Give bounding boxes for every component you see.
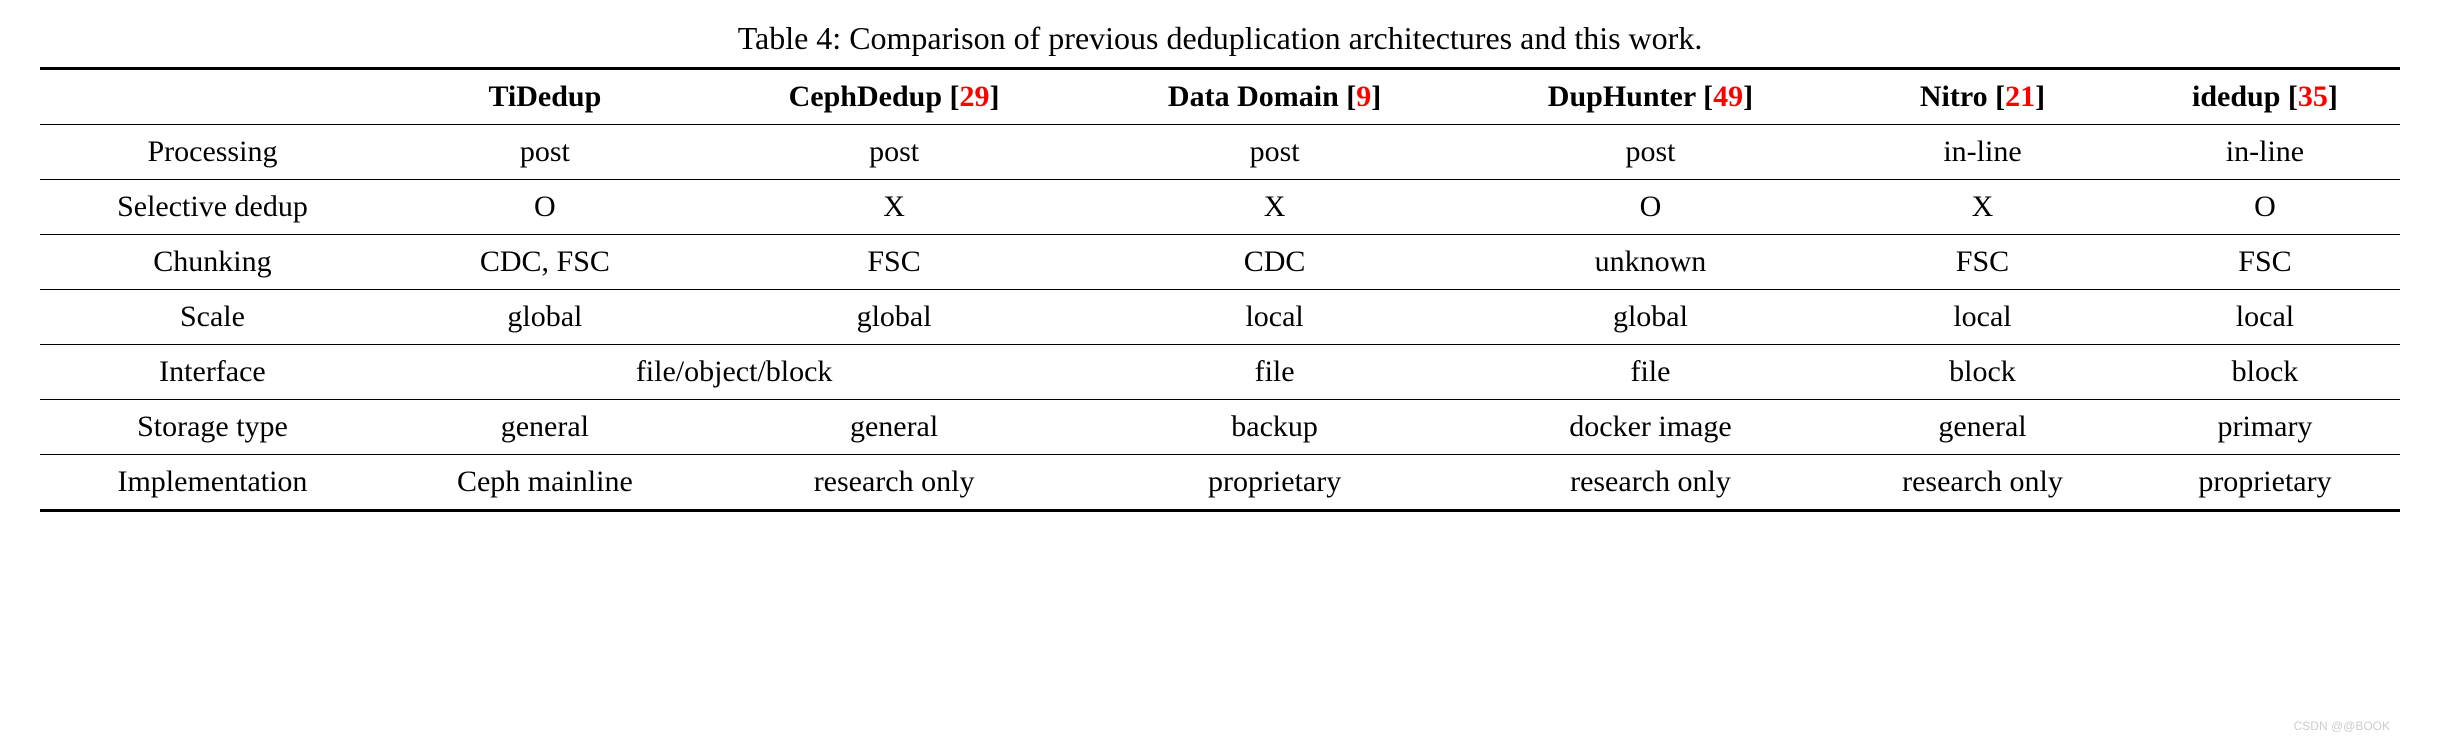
row-label: Selective dedup — [40, 180, 385, 235]
column-header: Nitro [21] — [1835, 69, 2130, 125]
column-label: Nitro — [1920, 80, 1988, 113]
table-cell: X — [1835, 180, 2130, 235]
column-header: TiDedup — [385, 69, 705, 125]
row-label: Implementation — [40, 455, 385, 511]
table-row: Interfacefile/object/blockfilefileblockb… — [40, 345, 2400, 400]
table-cell: local — [2130, 290, 2400, 345]
table-row: ChunkingCDC, FSCFSCCDCunknownFSCFSC — [40, 235, 2400, 290]
table-cell: post — [385, 125, 705, 180]
table-row: Scaleglobalgloballocalgloballocallocal — [40, 290, 2400, 345]
row-label: Processing — [40, 125, 385, 180]
column-label: idedup — [2192, 80, 2280, 113]
row-label: Chunking — [40, 235, 385, 290]
table-cell: post — [1466, 125, 1835, 180]
citation-number: 9 — [1356, 80, 1371, 113]
table-cell: Ceph mainline — [385, 455, 705, 511]
table-cell: backup — [1083, 400, 1466, 455]
column-header: idedup [35] — [2130, 69, 2400, 125]
table-caption: Table 4: Comparison of previous deduplic… — [40, 20, 2400, 57]
row-label: Storage type — [40, 400, 385, 455]
table-cell: file — [1083, 345, 1466, 400]
table-cell: FSC — [2130, 235, 2400, 290]
table-cell: O — [385, 180, 705, 235]
table-cell: local — [1083, 290, 1466, 345]
table-row: Selective dedupOXXOXO — [40, 180, 2400, 235]
row-label: Interface — [40, 345, 385, 400]
table-cell: file — [1466, 345, 1835, 400]
table-body: Processingpostpostpostpostin-linein-line… — [40, 125, 2400, 511]
table-cell: unknown — [1466, 235, 1835, 290]
column-label: Data Domain — [1168, 80, 1339, 113]
table-cell: FSC — [1835, 235, 2130, 290]
table-cell: CDC — [1083, 235, 1466, 290]
table-cell: global — [385, 290, 705, 345]
table-cell: post — [1083, 125, 1466, 180]
table-cell: proprietary — [1083, 455, 1466, 511]
table-cell: primary — [2130, 400, 2400, 455]
column-label: DupHunter — [1548, 80, 1696, 113]
column-header: DupHunter [49] — [1466, 69, 1835, 125]
table-cell: O — [1466, 180, 1835, 235]
table-cell: in-line — [2130, 125, 2400, 180]
table-cell: X — [705, 180, 1083, 235]
table-row: ImplementationCeph mainlineresearch only… — [40, 455, 2400, 511]
header-empty — [40, 69, 385, 125]
table-cell: block — [2130, 345, 2400, 400]
table-cell: local — [1835, 290, 2130, 345]
comparison-table: TiDedupCephDedup [29]Data Domain [9]DupH… — [40, 67, 2400, 512]
citation-number: 21 — [2005, 80, 2035, 113]
table-cell: research only — [1835, 455, 2130, 511]
watermark-text: CSDN @@BOOK — [2294, 719, 2390, 733]
table-header-row: TiDedupCephDedup [29]Data Domain [9]DupH… — [40, 69, 2400, 125]
table-cell: general — [1835, 400, 2130, 455]
table-cell: block — [1835, 345, 2130, 400]
table-cell: post — [705, 125, 1083, 180]
table-cell: X — [1083, 180, 1466, 235]
column-header: Data Domain [9] — [1083, 69, 1466, 125]
column-header: CephDedup [29] — [705, 69, 1083, 125]
table-cell: file/object/block — [385, 345, 1083, 400]
column-label: CephDedup — [789, 80, 942, 113]
table-cell: proprietary — [2130, 455, 2400, 511]
table-cell: docker image — [1466, 400, 1835, 455]
table-cell: CDC, FSC — [385, 235, 705, 290]
table-cell: O — [2130, 180, 2400, 235]
table-row: Storage typegeneralgeneralbackupdocker i… — [40, 400, 2400, 455]
table-cell: global — [1466, 290, 1835, 345]
table-row: Processingpostpostpostpostin-linein-line — [40, 125, 2400, 180]
citation-number: 35 — [2298, 80, 2328, 113]
table-cell: research only — [1466, 455, 1835, 511]
table-cell: global — [705, 290, 1083, 345]
column-label: TiDedup — [488, 80, 601, 113]
table-cell: general — [705, 400, 1083, 455]
table-cell: FSC — [705, 235, 1083, 290]
table-cell: research only — [705, 455, 1083, 511]
row-label: Scale — [40, 290, 385, 345]
citation-number: 29 — [960, 80, 990, 113]
table-cell: in-line — [1835, 125, 2130, 180]
citation-number: 49 — [1713, 80, 1743, 113]
table-cell: general — [385, 400, 705, 455]
